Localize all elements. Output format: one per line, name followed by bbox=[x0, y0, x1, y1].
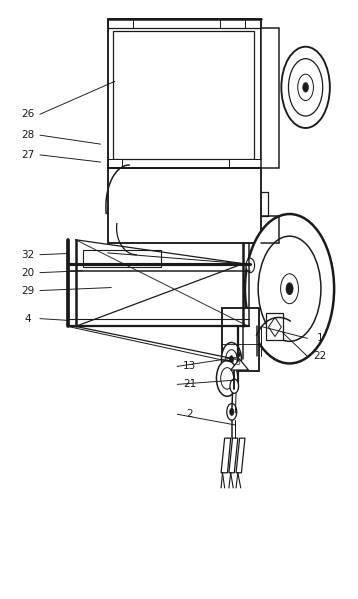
Bar bbox=[108, 168, 261, 243]
Bar bbox=[266, 313, 284, 340]
Circle shape bbox=[281, 274, 299, 304]
Polygon shape bbox=[236, 438, 245, 473]
Circle shape bbox=[221, 368, 233, 389]
Bar bbox=[83, 250, 161, 267]
Text: 26: 26 bbox=[21, 109, 34, 119]
Text: 21: 21 bbox=[183, 379, 196, 389]
Circle shape bbox=[227, 404, 237, 420]
Text: 27: 27 bbox=[21, 150, 34, 160]
Bar bbox=[222, 308, 259, 371]
Text: 13: 13 bbox=[183, 361, 196, 371]
Circle shape bbox=[229, 409, 234, 416]
Circle shape bbox=[230, 379, 238, 394]
Polygon shape bbox=[231, 359, 248, 370]
Circle shape bbox=[298, 74, 314, 101]
Text: 29: 29 bbox=[21, 286, 34, 295]
Text: 28: 28 bbox=[21, 130, 34, 140]
Text: 4: 4 bbox=[24, 314, 31, 323]
Bar bbox=[108, 159, 122, 168]
Circle shape bbox=[289, 59, 323, 116]
Circle shape bbox=[281, 47, 330, 128]
Text: 20: 20 bbox=[21, 268, 34, 277]
Circle shape bbox=[245, 214, 334, 364]
Text: 1: 1 bbox=[316, 334, 323, 343]
Polygon shape bbox=[221, 438, 231, 473]
Circle shape bbox=[226, 350, 237, 369]
Circle shape bbox=[258, 236, 321, 341]
Circle shape bbox=[217, 361, 238, 397]
Bar bbox=[229, 159, 261, 168]
Text: 2: 2 bbox=[187, 409, 193, 419]
Bar bbox=[261, 28, 279, 168]
Circle shape bbox=[246, 258, 255, 273]
Circle shape bbox=[229, 356, 233, 363]
Text: 22: 22 bbox=[313, 351, 326, 361]
Circle shape bbox=[286, 283, 293, 295]
Bar bbox=[108, 19, 261, 168]
Bar bbox=[113, 31, 254, 159]
Bar bbox=[220, 19, 245, 28]
Circle shape bbox=[222, 343, 241, 376]
Polygon shape bbox=[229, 438, 238, 473]
Circle shape bbox=[303, 83, 309, 92]
Text: 5: 5 bbox=[236, 358, 240, 367]
Text: 32: 32 bbox=[21, 250, 34, 260]
Bar bbox=[108, 19, 133, 28]
